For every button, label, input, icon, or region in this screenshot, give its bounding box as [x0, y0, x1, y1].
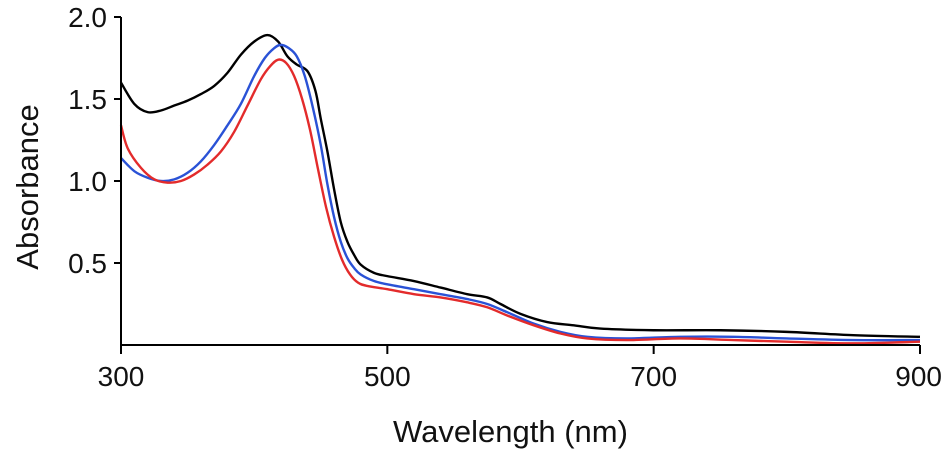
series-layer — [119, 33, 921, 345]
series-line-blue — [120, 43, 921, 342]
y-axis-title: Absorbance — [10, 104, 45, 269]
x-tick-label: 300 — [98, 361, 145, 392]
series-line-black — [119, 33, 921, 338]
y-ticks: 0.5 1.0 1.5 2.0 — [68, 2, 121, 279]
series-line-red — [119, 58, 921, 345]
x-tick-label: 500 — [364, 361, 411, 392]
x-axis-title: Wavelength (nm) — [393, 414, 628, 449]
y-tick-label: 2.0 — [68, 2, 107, 33]
x-tick-label: 700 — [630, 361, 677, 392]
x-tick-label: 900 — [895, 361, 942, 392]
y-tick-label: 1.5 — [68, 84, 107, 115]
x-ticks: 300 500 700 900 — [98, 345, 942, 392]
y-tick-label: 1.0 — [68, 166, 107, 197]
y-tick-label: 0.5 — [68, 248, 107, 279]
